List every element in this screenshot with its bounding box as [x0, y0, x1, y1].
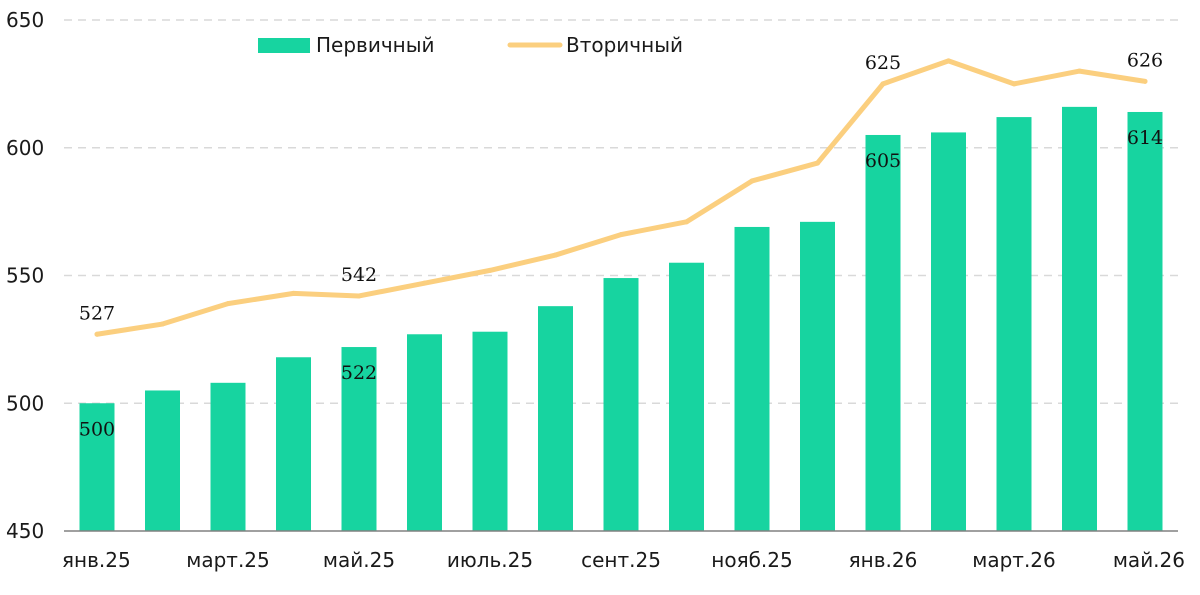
legend: Первичный Вторичный — [258, 33, 683, 57]
bar — [472, 331, 508, 531]
bar — [145, 390, 180, 531]
bar — [603, 278, 639, 531]
data-label: 626 — [1127, 49, 1163, 71]
bar — [79, 403, 115, 531]
line-point — [618, 232, 624, 238]
legend-swatch-primary — [258, 38, 310, 53]
bar — [996, 117, 1032, 531]
y-tick-label: 500 — [6, 391, 44, 415]
bar — [865, 134, 901, 531]
bar — [1127, 111, 1163, 531]
x-tick-label: июль.25 — [447, 548, 533, 572]
bar — [669, 262, 704, 531]
data-labels: 500 522 605 614 527 542 625 626 — [79, 49, 1163, 440]
x-tick-label: май.26 — [1113, 548, 1185, 572]
x-tick-label: март.26 — [972, 548, 1056, 572]
bar-series-primary — [79, 106, 1163, 532]
bar — [734, 226, 770, 531]
bar — [341, 347, 377, 531]
bar — [407, 334, 442, 531]
line-point — [1011, 81, 1017, 87]
line-point — [225, 301, 231, 307]
line-point — [553, 252, 558, 258]
y-axis-ticks: 450 500 550 600 650 — [6, 8, 44, 543]
legend-label-secondary: Вторичный — [566, 33, 683, 57]
x-tick-label: май.25 — [323, 548, 395, 572]
y-tick-label: 600 — [6, 136, 44, 160]
x-tick-label: янв.25 — [62, 548, 131, 572]
data-label: 605 — [865, 150, 901, 172]
x-tick-label: нояб.25 — [711, 548, 792, 572]
line-point — [749, 178, 755, 184]
line-point — [94, 331, 100, 337]
line-point — [291, 290, 296, 296]
y-tick-label: 650 — [6, 8, 44, 32]
legend-label-primary: Первичный — [316, 33, 435, 57]
x-tick-label: март.25 — [186, 548, 270, 572]
bar — [210, 382, 246, 531]
x-axis-ticks: янв.25 март.25 май.25 июль.25 сент.25 нояб.25… — [62, 548, 1185, 572]
y-tick-label: 450 — [6, 519, 44, 543]
data-label: 522 — [341, 362, 377, 384]
line-point — [684, 219, 689, 225]
line-point — [1077, 68, 1082, 74]
data-label: 542 — [341, 264, 377, 286]
grid-lines — [64, 19, 1178, 404]
x-tick-label: сент.25 — [581, 548, 661, 572]
bar — [931, 132, 966, 532]
line-point — [487, 267, 493, 273]
data-label: 614 — [1127, 127, 1163, 149]
bar — [538, 306, 573, 531]
data-label: 625 — [865, 52, 901, 74]
bar — [800, 221, 835, 531]
bar — [276, 357, 311, 531]
line-point — [880, 81, 886, 87]
line-point — [815, 160, 820, 166]
line-point — [356, 293, 362, 299]
bar — [1062, 106, 1097, 532]
data-label: 527 — [79, 302, 115, 324]
line-point — [946, 58, 951, 64]
line-series-secondary — [94, 58, 1148, 337]
y-tick-label: 550 — [6, 264, 44, 288]
data-label: 500 — [79, 418, 115, 440]
line-point — [422, 280, 427, 286]
line-point — [1142, 78, 1148, 84]
line-point — [160, 321, 165, 327]
x-tick-label: янв.26 — [849, 548, 918, 572]
